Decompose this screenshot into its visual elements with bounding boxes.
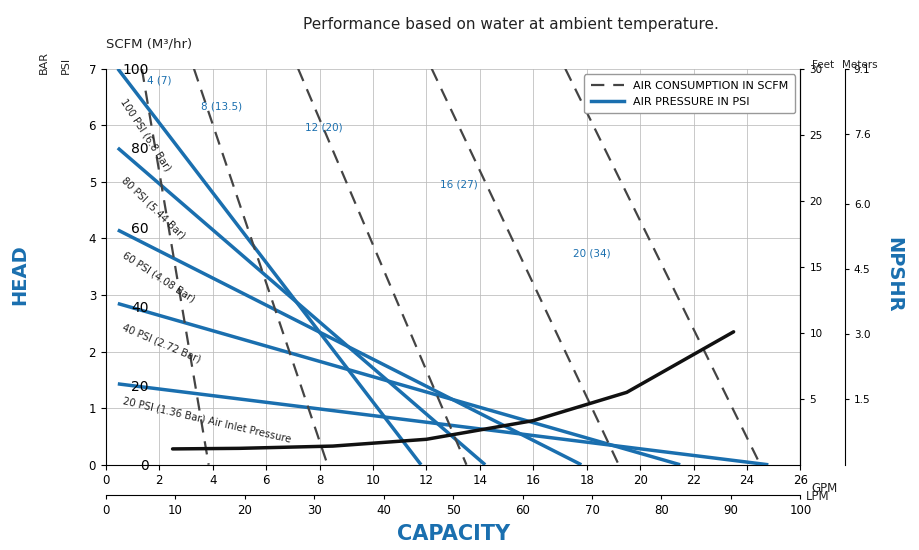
X-axis label: CAPACITY: CAPACITY bbox=[396, 524, 509, 544]
Text: 100 PSI (6.8 Bar): 100 PSI (6.8 Bar) bbox=[119, 97, 173, 173]
Text: 8 (13.5): 8 (13.5) bbox=[200, 102, 242, 112]
Text: NPSHR: NPSHR bbox=[884, 237, 902, 313]
Text: HEAD: HEAD bbox=[11, 245, 29, 305]
Text: 12 (20): 12 (20) bbox=[304, 123, 342, 133]
Text: PSI: PSI bbox=[62, 57, 71, 74]
Text: 20 (34): 20 (34) bbox=[573, 249, 610, 258]
Text: 4 (7): 4 (7) bbox=[147, 75, 172, 86]
Text: Meters: Meters bbox=[842, 60, 877, 70]
Text: 80 PSI (5.44 Bar): 80 PSI (5.44 Bar) bbox=[119, 175, 187, 241]
Text: LPM: LPM bbox=[805, 490, 829, 503]
Text: GPM: GPM bbox=[811, 482, 836, 495]
Legend: AIR CONSUMPTION IN SCFM, AIR PRESSURE IN PSI: AIR CONSUMPTION IN SCFM, AIR PRESSURE IN… bbox=[584, 74, 794, 113]
Text: 16 (27): 16 (27) bbox=[439, 179, 477, 189]
Text: 60 PSI (4.08 Bar): 60 PSI (4.08 Bar) bbox=[120, 250, 196, 304]
Text: Feet: Feet bbox=[811, 60, 834, 70]
Text: Performance based on water at ambient temperature.: Performance based on water at ambient te… bbox=[302, 17, 718, 32]
Text: BAR: BAR bbox=[40, 51, 49, 74]
Text: 20 PSI (1.36 Bar) Air Inlet Pressure: 20 PSI (1.36 Bar) Air Inlet Pressure bbox=[122, 396, 292, 444]
Text: SCFM (M³/hr): SCFM (M³/hr) bbox=[106, 38, 192, 51]
Text: 40 PSI (2.72 Bar): 40 PSI (2.72 Bar) bbox=[121, 322, 202, 364]
